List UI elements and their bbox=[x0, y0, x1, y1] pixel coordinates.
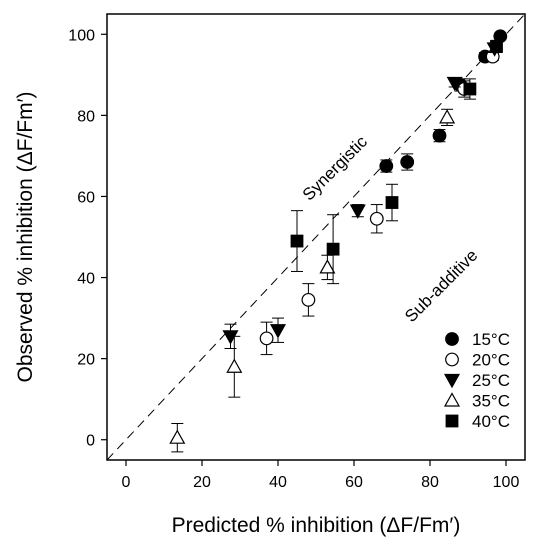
data-point bbox=[463, 82, 477, 96]
chart-annotation: Synergistic bbox=[299, 132, 372, 205]
plot-area-frame bbox=[106, 13, 526, 461]
y-axis-title: Observed % inhibition (ΔF/Fm′) bbox=[14, 91, 37, 382]
data-point bbox=[301, 292, 316, 307]
x-tick-label: 60 bbox=[345, 474, 363, 491]
legend-entry: 25°C bbox=[443, 371, 510, 390]
data-points bbox=[169, 29, 508, 453]
y-tick-label: 80 bbox=[77, 108, 95, 125]
data-point bbox=[446, 76, 463, 92]
legend-label: 40°C bbox=[472, 412, 510, 431]
legend-label: 35°C bbox=[472, 392, 510, 411]
data-point bbox=[290, 234, 304, 248]
legend-label: 15°C bbox=[472, 330, 510, 349]
y-tick-label: 60 bbox=[77, 189, 95, 206]
data-point bbox=[269, 324, 287, 339]
legend-entry: 20°C bbox=[445, 351, 510, 370]
legend-label: 20°C bbox=[472, 351, 510, 370]
y-tick-label: 40 bbox=[77, 271, 95, 288]
data-point bbox=[222, 330, 239, 345]
data-point bbox=[319, 259, 336, 274]
data-point bbox=[490, 40, 503, 53]
axis-ticks: 0 20 40 60 80 100 0 20 40 60 80 100 bbox=[68, 27, 519, 491]
data-point bbox=[226, 358, 243, 373]
one-to-one-reference-line bbox=[106, 13, 526, 461]
x-tick-label: 80 bbox=[421, 474, 439, 491]
data-point bbox=[259, 331, 274, 346]
data-point bbox=[326, 242, 340, 256]
data-point bbox=[432, 128, 447, 143]
chart-annotation: Sub-additive bbox=[401, 246, 481, 326]
legend-marker bbox=[445, 332, 459, 346]
series-35°C bbox=[169, 108, 456, 453]
series-20°C bbox=[259, 49, 500, 356]
data-point bbox=[385, 196, 399, 209]
legend: 15°C 20°C25°C 35°C40°C bbox=[443, 330, 510, 431]
data-point bbox=[439, 109, 456, 124]
y-tick-label: 100 bbox=[68, 27, 95, 44]
legend-entry: 40°C bbox=[445, 412, 510, 431]
x-axis-title: Predicted % inhibition (ΔF/Fm′) bbox=[172, 514, 461, 537]
legend-entry: 35°C bbox=[443, 392, 510, 411]
data-point bbox=[169, 429, 186, 444]
y-tick-label: 20 bbox=[77, 352, 95, 369]
x-tick-label: 100 bbox=[493, 474, 520, 491]
data-point bbox=[369, 211, 384, 226]
legend-marker bbox=[445, 352, 459, 367]
series-40°C bbox=[290, 39, 503, 285]
legend-marker bbox=[443, 392, 461, 407]
x-tick-label: 20 bbox=[193, 474, 211, 491]
data-point bbox=[379, 159, 394, 173]
legend-marker bbox=[443, 373, 461, 389]
x-tick-label: 0 bbox=[122, 474, 131, 491]
legend-entry: 15°C bbox=[445, 330, 510, 349]
y-tick-label: 0 bbox=[86, 433, 95, 450]
data-point bbox=[349, 204, 366, 219]
legend-label: 25°C bbox=[472, 371, 510, 390]
legend-marker bbox=[445, 414, 459, 428]
x-tick-label: 40 bbox=[269, 474, 287, 491]
data-point bbox=[400, 155, 415, 169]
